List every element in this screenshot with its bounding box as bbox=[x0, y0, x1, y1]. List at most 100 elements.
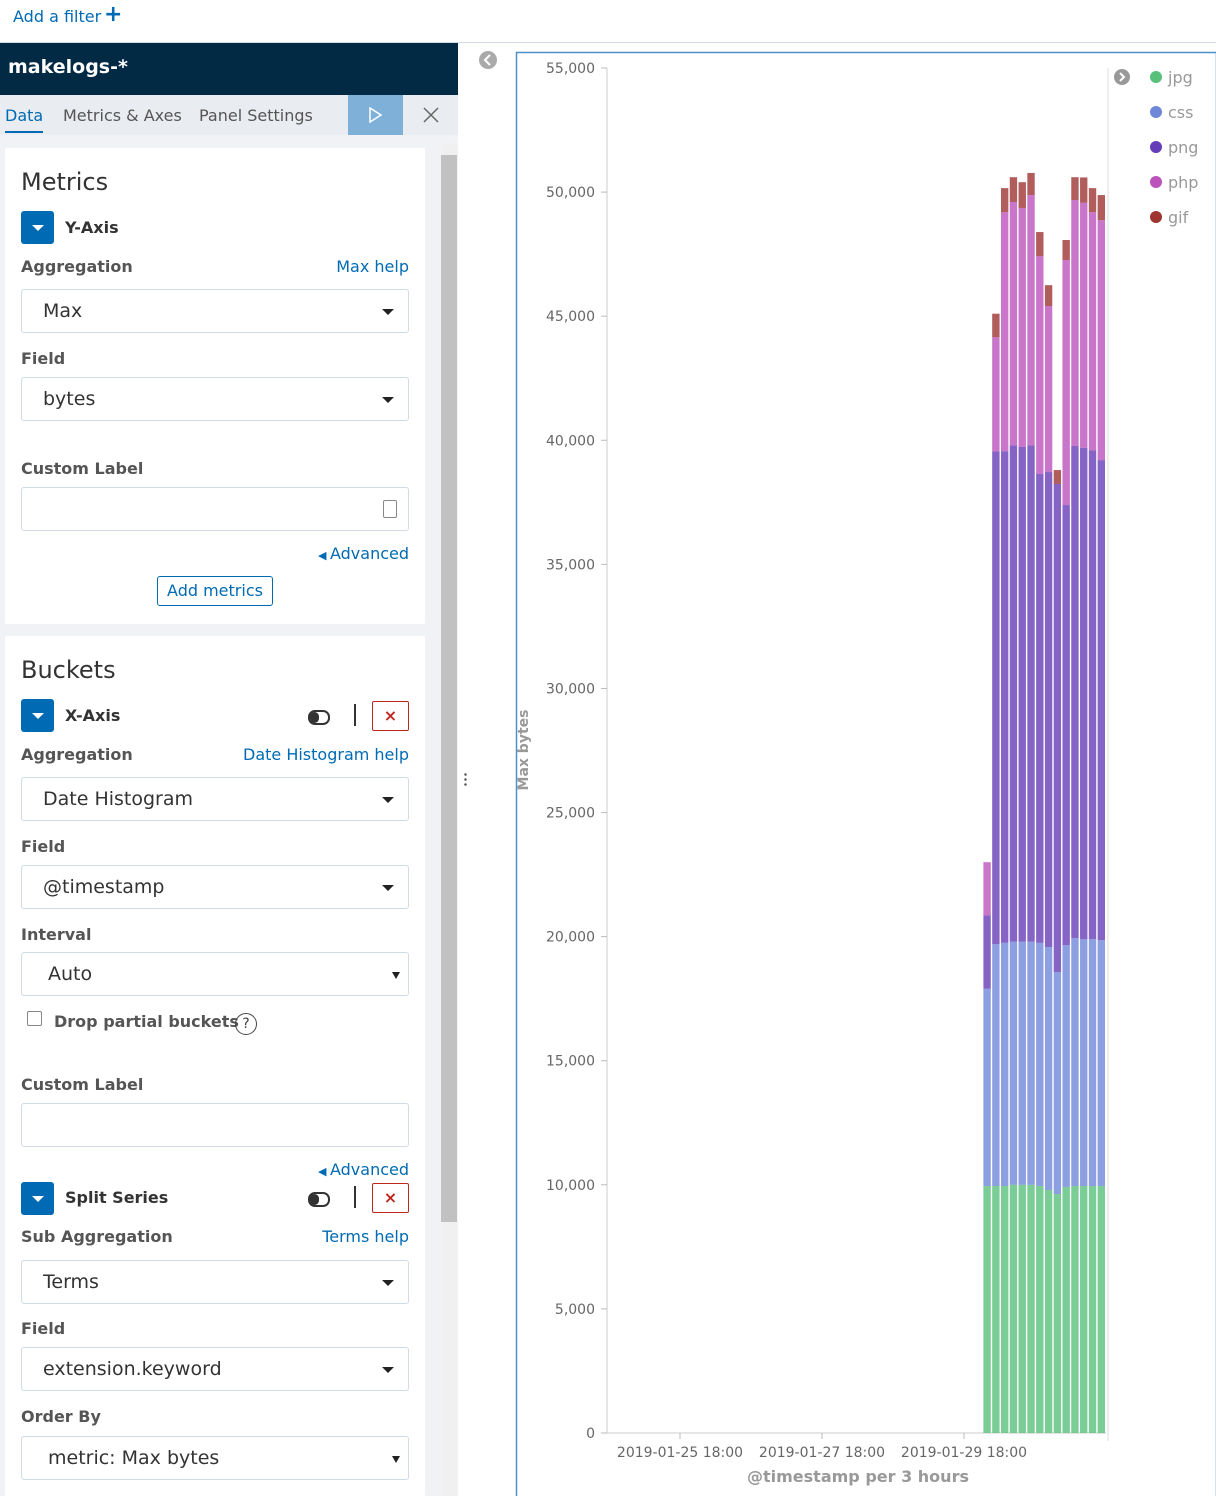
remove-button[interactable]: × bbox=[372, 1183, 409, 1213]
bar-segment bbox=[1097, 940, 1105, 1187]
close-icon[interactable] bbox=[421, 105, 441, 125]
advanced-link[interactable]: ◀ Advanced bbox=[318, 1160, 409, 1179]
text-input[interactable] bbox=[21, 1103, 409, 1147]
collapse-toggle[interactable] bbox=[21, 1182, 54, 1215]
collapse-toggle[interactable] bbox=[21, 699, 54, 732]
legend-label: php bbox=[1168, 173, 1198, 192]
legend-dot bbox=[1150, 106, 1162, 118]
checkbox[interactable] bbox=[27, 1011, 42, 1026]
bar-segment bbox=[983, 862, 991, 916]
sidebar-header: makelogs-* bbox=[0, 43, 458, 95]
legend-toggle[interactable] bbox=[1114, 69, 1130, 85]
index-pattern: makelogs-* bbox=[8, 56, 128, 78]
x-tick-label: 2019-01-25 18:00 bbox=[617, 1445, 743, 1461]
bar-segment bbox=[1080, 1186, 1088, 1433]
bar-segment bbox=[1009, 445, 1018, 942]
bar-segment bbox=[1088, 1186, 1097, 1433]
bar-segment bbox=[1027, 195, 1035, 446]
field-label: Order By bbox=[21, 1407, 101, 1426]
bar-segment bbox=[1088, 939, 1097, 1187]
apply-button[interactable] bbox=[348, 95, 403, 135]
help-icon[interactable]: ? bbox=[235, 1013, 257, 1035]
field-label: Sub Aggregation bbox=[21, 1227, 173, 1246]
legend-dot bbox=[1150, 71, 1162, 83]
select[interactable]: Terms bbox=[21, 1260, 409, 1304]
y-tick-label: 50,000 bbox=[546, 185, 595, 201]
bar-segment bbox=[1097, 195, 1105, 221]
add-metrics-button[interactable]: Add metrics bbox=[157, 576, 273, 606]
field-label: Interval bbox=[21, 925, 92, 944]
add-filter[interactable]: Add a filter bbox=[13, 7, 102, 26]
bar-segment bbox=[1018, 941, 1026, 1185]
field-label: Custom Label bbox=[21, 1075, 144, 1094]
bar-segment bbox=[1062, 260, 1070, 506]
bucket-actions: × bbox=[297, 701, 409, 731]
move-icon[interactable] bbox=[354, 1186, 356, 1208]
bar-segment bbox=[983, 915, 991, 989]
bar-segment bbox=[1036, 942, 1044, 1187]
bar-segment bbox=[1044, 472, 1053, 948]
select-value: Date Histogram bbox=[43, 788, 194, 810]
chart: Max bytes @timestamp per 3 hours 0 5,000 1… bbox=[479, 51, 1216, 1496]
move-icon[interactable] bbox=[354, 704, 356, 726]
bar-segment bbox=[1053, 1194, 1062, 1433]
advanced-link[interactable]: ◀ Advanced bbox=[318, 544, 409, 563]
resize-handle[interactable] bbox=[464, 772, 467, 788]
scroll-thumb[interactable] bbox=[441, 155, 457, 1222]
select[interactable]: Max bbox=[21, 289, 409, 333]
bar-segment bbox=[1036, 232, 1044, 257]
bar-segment bbox=[992, 1186, 1000, 1433]
advanced-text: Advanced bbox=[329, 544, 409, 563]
bar-segment bbox=[992, 944, 1000, 1187]
bar-segment bbox=[1062, 945, 1070, 1188]
collapse-sidebar-icon[interactable] bbox=[479, 51, 497, 69]
collapse-toggle[interactable] bbox=[21, 211, 54, 244]
bar-segment bbox=[1036, 256, 1044, 475]
toggle-icon[interactable] bbox=[308, 1192, 330, 1207]
legend-label: gif bbox=[1168, 208, 1189, 227]
section-title: Buckets bbox=[21, 656, 116, 684]
play-icon bbox=[369, 106, 383, 124]
tab[interactable]: Data bbox=[5, 106, 44, 133]
select[interactable]: extension.keyword bbox=[21, 1347, 409, 1391]
bar-segment bbox=[1053, 972, 1062, 1195]
filter-bar: Add a filter + bbox=[0, 0, 1216, 43]
bar-segment bbox=[1080, 177, 1088, 203]
bar-segment bbox=[992, 451, 1000, 945]
select[interactable]: metric: Max bytes bbox=[21, 1436, 409, 1480]
bar-segment bbox=[1097, 460, 1105, 941]
select[interactable]: Auto bbox=[21, 952, 409, 996]
bar-segment bbox=[1009, 177, 1018, 203]
bucket-actions: × bbox=[297, 1183, 409, 1213]
field-label: Aggregation bbox=[21, 745, 133, 764]
bar-segment bbox=[992, 313, 1000, 338]
help-link[interactable]: Date Histogram help bbox=[243, 745, 409, 764]
bar-segment bbox=[1027, 172, 1035, 196]
remove-button[interactable]: × bbox=[372, 701, 409, 731]
bar-segment bbox=[1080, 939, 1088, 1187]
select-value: Auto bbox=[48, 963, 93, 985]
y-tick-label: 20,000 bbox=[546, 930, 595, 946]
bar-segment bbox=[1080, 447, 1088, 940]
tab[interactable]: Panel Settings bbox=[199, 106, 313, 125]
tab[interactable]: Metrics & Axes bbox=[63, 106, 182, 125]
legend-label: png bbox=[1168, 138, 1198, 157]
text-input[interactable] bbox=[21, 487, 409, 531]
y-tick-label: 10,000 bbox=[546, 1178, 595, 1194]
help-link[interactable]: Terms help bbox=[322, 1227, 409, 1246]
legend-label: css bbox=[1168, 103, 1193, 122]
toggle-icon[interactable] bbox=[308, 710, 330, 725]
bar-segment bbox=[1018, 182, 1026, 208]
bar-segment bbox=[1027, 1184, 1035, 1433]
select[interactable]: @timestamp bbox=[21, 865, 409, 909]
select[interactable]: Date Histogram bbox=[21, 777, 409, 821]
plus-icon[interactable]: + bbox=[104, 2, 123, 27]
bar-segment bbox=[1018, 1184, 1026, 1433]
bar-segment bbox=[1000, 188, 1009, 213]
bar-segment bbox=[1088, 450, 1097, 940]
help-link[interactable]: Max help bbox=[336, 257, 409, 276]
checkbox-label: Drop partial buckets bbox=[54, 1012, 239, 1031]
select[interactable]: bytes bbox=[21, 377, 409, 421]
bar-segment bbox=[1044, 285, 1053, 307]
agg-label: X-Axis bbox=[65, 706, 121, 725]
